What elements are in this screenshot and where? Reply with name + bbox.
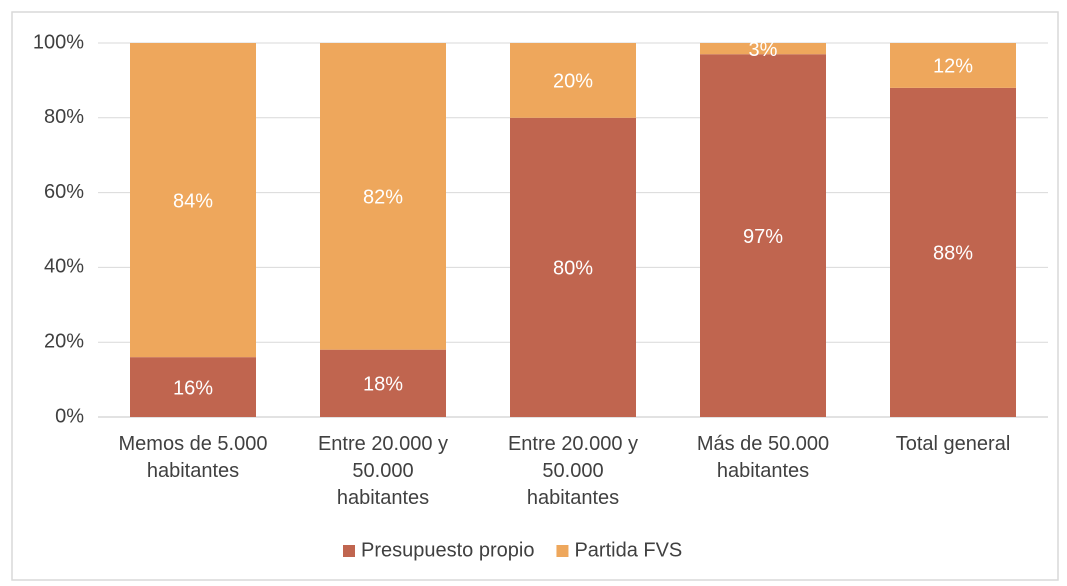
data-label: 80% — [553, 258, 593, 280]
data-label: 97% — [743, 226, 783, 248]
legend-swatch — [556, 545, 569, 557]
bar-segment — [320, 349, 446, 417]
y-tick-label: 100% — [33, 31, 84, 53]
bar-segment — [890, 87, 1016, 417]
x-tick-label: Entre 20.000 y 50.000 habitantes — [508, 433, 638, 509]
bar-segment — [890, 43, 1016, 88]
x-tick-label: Más de 50.000 habitantes — [697, 433, 829, 482]
y-tick-label: 0% — [55, 405, 84, 427]
legend-label: Partida FVS — [574, 539, 682, 561]
data-label: 82% — [363, 187, 403, 209]
x-tick-label: Entre 20.000 y 50.000 habitantes — [318, 433, 448, 509]
bar-segment — [320, 43, 446, 350]
bar-segment — [700, 54, 826, 417]
data-label: 84% — [173, 190, 213, 212]
bar-segment — [130, 357, 256, 417]
bar-segment — [510, 117, 636, 418]
data-label: 88% — [933, 243, 973, 265]
data-label: 3% — [749, 39, 778, 61]
y-tick-label: 60% — [44, 181, 84, 203]
x-tick-label: Memos de 5.000 habitantes — [119, 433, 268, 482]
bar-segment — [130, 43, 256, 358]
y-tick-label: 40% — [44, 256, 84, 278]
data-label: 12% — [933, 56, 973, 78]
data-label: 16% — [173, 377, 213, 399]
data-label: 20% — [553, 71, 593, 93]
bar-segment — [510, 43, 636, 118]
x-tick-label: Total general — [896, 433, 1011, 455]
legend-label: Presupuesto propio — [361, 539, 534, 561]
data-label: 18% — [363, 374, 403, 396]
y-tick-label: 20% — [44, 330, 84, 352]
legend-swatch — [343, 545, 355, 557]
bar-segment — [700, 43, 826, 55]
y-tick-label: 80% — [44, 106, 84, 128]
